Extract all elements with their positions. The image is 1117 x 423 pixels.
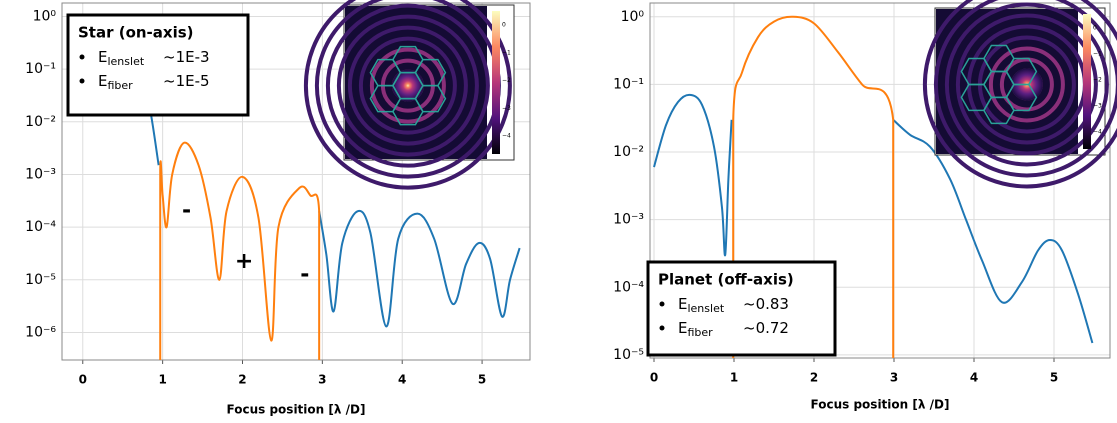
x-tick-label: 1 — [158, 373, 166, 387]
annotation-title: Planet (off-axis) — [658, 271, 794, 289]
data-line — [159, 141, 321, 360]
bullet — [79, 78, 85, 84]
colorbar-tick-label: 0 — [1093, 25, 1097, 32]
y-tick-label: 10⁻² — [613, 144, 644, 160]
x-tick-label: 1 — [730, 371, 738, 385]
psf-ring — [933, 0, 1117, 178]
sign-label: - — [300, 263, 309, 288]
psf-ring — [325, 3, 490, 168]
annotation-item: Elenslet ~0.83 — [678, 295, 789, 316]
subscript: lenslet — [687, 302, 724, 315]
psf-ring — [303, 0, 512, 190]
colorbar — [492, 11, 500, 154]
colorbar-tick-label: −1 — [502, 49, 511, 56]
bullet — [659, 301, 665, 307]
subscript: fiber — [107, 79, 133, 92]
y-tick-label: 10⁻⁶ — [25, 324, 56, 340]
inset-image: 0 −1 −2 −3 −4 — [922, 0, 1117, 189]
lenslet-hex — [369, 84, 402, 113]
x-tick-label: 5 — [478, 373, 486, 387]
psf-ring — [336, 14, 479, 157]
y-tick-label: 10⁻⁵ — [613, 347, 644, 363]
annotation-item: Elenslet ~1E-3 — [98, 48, 210, 69]
x-tick-label: 3 — [890, 371, 898, 385]
subscript: lenslet — [107, 55, 144, 68]
colorbar-tick-label: −1 — [1093, 51, 1102, 58]
sign-label: - — [182, 198, 191, 223]
subscript: fiber — [687, 326, 713, 339]
annotation-value: ~0.83 — [743, 295, 789, 313]
y-tick-label: 10⁻⁵ — [25, 272, 56, 288]
data-line — [653, 93, 1094, 344]
annotation-value: ~0.72 — [743, 319, 789, 337]
x-tick-label: 0 — [79, 373, 87, 387]
annotation-title: Star (on-axis) — [78, 24, 194, 42]
x-tick-label: 5 — [1050, 371, 1058, 385]
x-tick-label: 2 — [810, 371, 818, 385]
y-tick-label: 10⁰ — [33, 8, 57, 24]
psf-ring — [944, 2, 1109, 167]
colorbar-tick-label: −2 — [502, 77, 511, 84]
plot-frame — [61, 2, 531, 361]
x-tick-label: 4 — [970, 371, 978, 385]
bullet — [659, 325, 665, 331]
y-tick-label: 10⁻¹ — [613, 76, 644, 92]
symbol: E — [678, 319, 687, 337]
annotation-value: ~1E-5 — [163, 72, 210, 90]
symbol: E — [98, 48, 107, 66]
annotation-value: ~1E-3 — [163, 48, 210, 66]
x-axis-label: Focus position [λ /D] — [811, 398, 950, 412]
psf-core — [391, 69, 424, 102]
annotation-item: Efiber ~0.72 — [678, 319, 789, 340]
colorbar-tick-label: −4 — [502, 133, 511, 140]
x-tick-label: 4 — [398, 373, 406, 387]
psf-ring — [922, 0, 1117, 189]
y-tick-label: 10⁻¹ — [25, 61, 56, 77]
colorbar-tick-label: −3 — [1093, 103, 1102, 110]
sign-label: + — [235, 249, 253, 274]
inset-image: 0 −1 −2 −3 −4 — [303, 0, 515, 190]
psf-ring — [999, 57, 1054, 112]
y-tick-label: 10⁻³ — [25, 166, 56, 182]
x-tick-label: 2 — [238, 373, 246, 387]
colorbar — [1083, 14, 1091, 149]
plot-frame — [649, 2, 1111, 359]
colorbar-tick-label: 0 — [502, 22, 506, 29]
annotation-item: Efiber ~1E-5 — [98, 72, 210, 93]
y-tick-label: 10⁻⁴ — [613, 279, 644, 295]
psf-ring — [347, 25, 468, 146]
y-tick-label: 10⁰ — [621, 9, 645, 25]
y-tick-label: 10⁻⁴ — [25, 219, 56, 235]
data-line — [732, 15, 895, 358]
lenslet-hex — [960, 83, 993, 112]
bullet — [79, 54, 85, 60]
x-axis-label: Focus position [λ /D] — [227, 403, 366, 417]
x-tick-label: 3 — [318, 373, 326, 387]
x-tick-label: 0 — [650, 371, 658, 385]
psf-ring — [955, 13, 1098, 156]
series-group — [653, 15, 1094, 358]
colorbar-tick-label: −2 — [1093, 77, 1102, 84]
psf-ring — [988, 46, 1065, 123]
psf-ring — [369, 47, 446, 124]
annotation-box — [646, 260, 837, 357]
colorbar-tick-label: −4 — [1093, 129, 1102, 136]
symbol: E — [98, 72, 107, 90]
y-tick-label: 10⁻² — [25, 114, 56, 130]
y-tick-label: 10⁻³ — [613, 212, 644, 228]
psf-ring — [358, 36, 457, 135]
annotation-box — [66, 13, 250, 117]
colorbar-tick-label: −3 — [502, 105, 511, 112]
symbol: E — [678, 295, 687, 313]
